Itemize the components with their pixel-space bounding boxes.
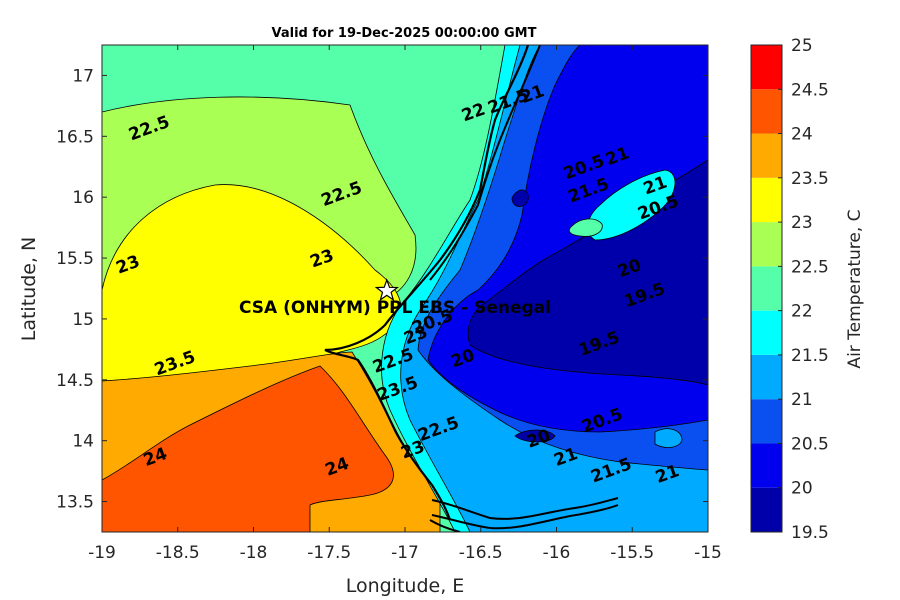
y-tick-label: 17 xyxy=(72,66,94,86)
x-tick-label: -17 xyxy=(391,543,419,563)
colorbar-segment xyxy=(751,222,782,267)
border-gambia xyxy=(429,497,619,532)
y-axis-ticks: 13.5 14 14.5 15 15.5 16 16.5 17 xyxy=(56,66,708,513)
y-tick-label: 14 xyxy=(72,432,94,452)
x-tick-label: -18 xyxy=(240,543,268,563)
x-tick-label: -15 xyxy=(694,543,722,563)
y-tick-label: 15.5 xyxy=(56,249,94,269)
pocket-21-southeast xyxy=(654,428,683,448)
colorbar-frame xyxy=(750,44,783,533)
border-north xyxy=(429,45,541,281)
x-tick-label: -19 xyxy=(88,543,116,563)
colorbar-tick-label: 21.5 xyxy=(791,346,829,366)
colorbar-segment xyxy=(751,133,782,178)
pocket-22-east xyxy=(568,218,603,237)
x-axis-ticks: -19 -18.5 -18 -17.5 -17 -16.5 -16 -15.5 -15 xyxy=(88,45,722,563)
x-tick-label: -17.5 xyxy=(307,543,351,563)
colorbar-tick-label: 25 xyxy=(791,36,813,56)
colorbar-tick-label: 24.5 xyxy=(791,80,829,100)
colorbar-tick-label: 24 xyxy=(791,125,813,145)
colorbar-tick-label: 19.5 xyxy=(791,523,829,543)
y-tick-label: 15 xyxy=(72,310,94,330)
colorbar-tick-label: 23.5 xyxy=(791,169,829,189)
colorbar-tick-label: 22 xyxy=(791,302,813,322)
site-marker-group: CSA (ONHYM) PPL EBS - Senegal xyxy=(239,278,551,318)
x-tick-label: -16.5 xyxy=(459,543,503,563)
x-axis-label: Longitude, E xyxy=(346,575,465,597)
site-star-marker xyxy=(374,278,399,302)
band-24-24.5 xyxy=(102,365,394,532)
x-tick-label: -15.5 xyxy=(610,543,654,563)
colorbar-segment xyxy=(751,487,782,532)
colorbar-segment xyxy=(751,45,782,90)
colorbar xyxy=(751,45,782,532)
y-tick-label: 16.5 xyxy=(56,127,94,147)
y-tick-label: 16 xyxy=(72,188,94,208)
site-label: CSA (ONHYM) PPL EBS - Senegal xyxy=(239,298,551,318)
colorbar-segment xyxy=(751,443,782,488)
x-tick-label: -16 xyxy=(543,543,571,563)
coastline xyxy=(324,45,530,521)
y-tick-label: 14.5 xyxy=(56,371,94,391)
y-tick-label: 13.5 xyxy=(56,493,94,513)
y-axis-label: Latitude, N xyxy=(18,237,40,342)
colorbar-segment xyxy=(751,266,782,311)
colorbar-tick-label: 20.5 xyxy=(791,434,829,454)
colorbar-segment xyxy=(751,399,782,444)
colorbar-tick-label: 20 xyxy=(791,479,813,499)
colorbar-segment xyxy=(751,354,782,400)
colorbar-segment xyxy=(751,89,782,134)
x-tick-label: -18.5 xyxy=(156,543,200,563)
colorbar-ticks: 19.5 20 20.5 21 21.5 22 22.5 23 23.5 24 24.5 25 xyxy=(778,36,829,543)
colorbar-tick-label: 23 xyxy=(791,213,813,233)
temperature-contour-map xyxy=(102,45,708,532)
colorbar-tick-label: 22.5 xyxy=(791,257,829,277)
pocket-20-south xyxy=(514,429,556,443)
chart-title: Valid for 19-Dec-2025 00:00:00 GMT xyxy=(272,26,537,41)
colorbar-segment xyxy=(751,310,782,355)
colorbar-tick-label: 21 xyxy=(791,390,813,410)
colorbar-segment xyxy=(751,177,782,223)
pocket-20-north xyxy=(511,189,529,207)
colorbar-label: Air Temperature, C xyxy=(845,209,865,368)
